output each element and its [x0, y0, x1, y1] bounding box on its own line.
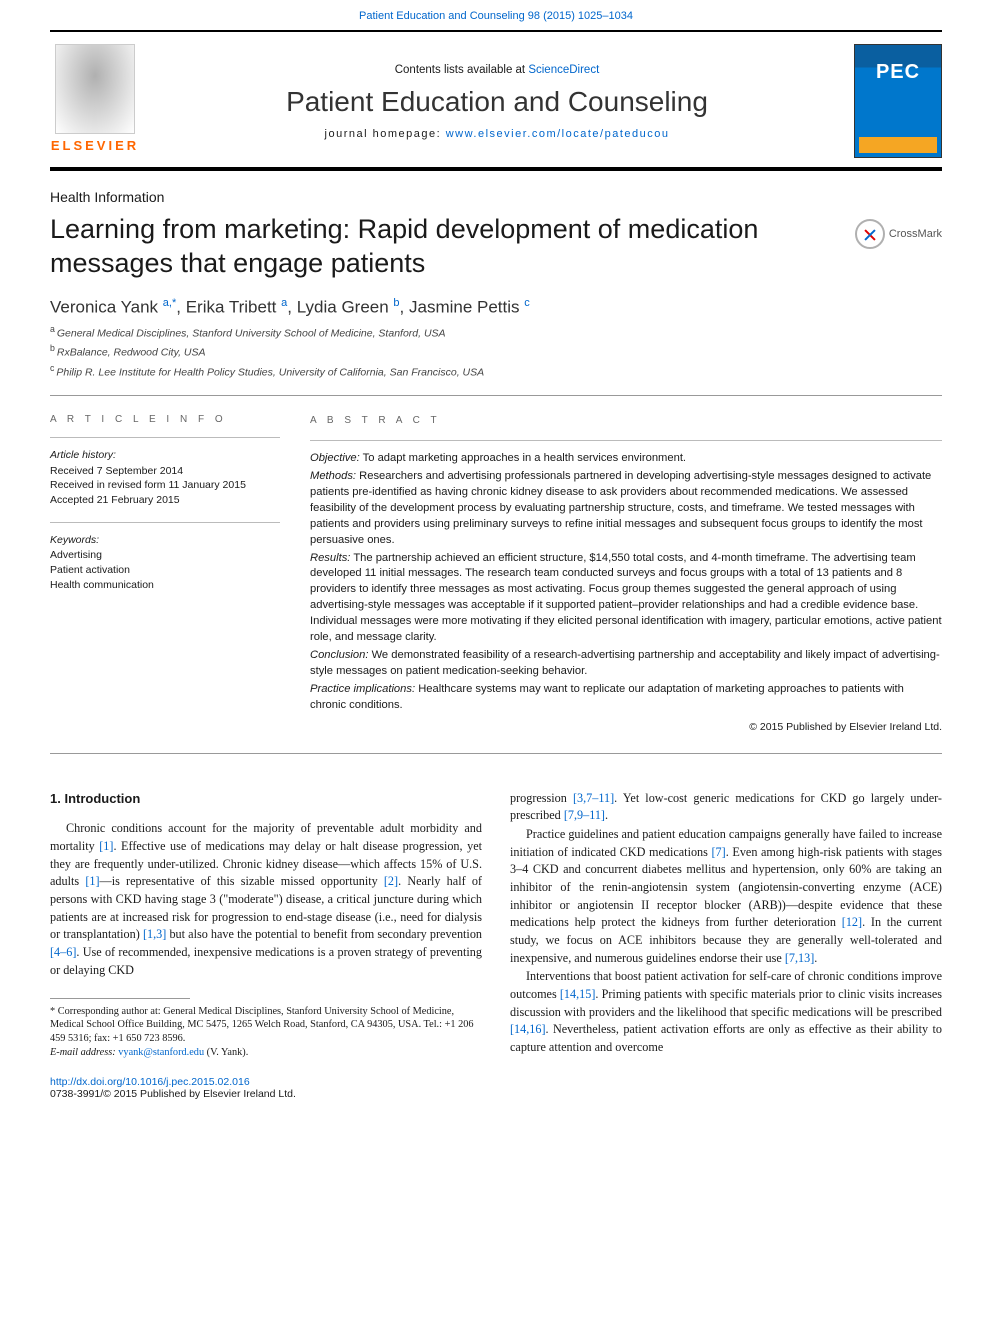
- objective-text: To adapt marketing approaches in a healt…: [363, 452, 686, 464]
- article-section-type: Health Information: [0, 171, 992, 207]
- affiliation-line: aGeneral Medical Disciplines, Stanford U…: [50, 323, 942, 342]
- elsevier-logo: ELSEVIER: [50, 44, 140, 159]
- ref-link[interactable]: [7]: [712, 845, 726, 859]
- history-line: Received in revised form 11 January 2015: [50, 478, 280, 493]
- elsevier-tree-icon: [55, 44, 135, 134]
- homepage-link[interactable]: www.elsevier.com/locate/pateducou: [446, 128, 670, 140]
- abstract-practice: Practice implications: Healthcare system…: [310, 682, 942, 714]
- objective-label: Objective:: [310, 452, 360, 464]
- keyword: Patient activation: [50, 563, 280, 578]
- ref-link[interactable]: [7,13]: [785, 951, 814, 965]
- body-paragraph: Chronic conditions account for the major…: [50, 820, 482, 979]
- article-history: Article history: Received 7 September 20…: [50, 448, 280, 508]
- issn-copyright: 0738-3991/© 2015 Published by Elsevier I…: [50, 1088, 942, 1100]
- ref-link[interactable]: [7,9–11]: [564, 808, 605, 822]
- ref-link[interactable]: [1]: [85, 874, 99, 888]
- abstract-heading: A B S T R A C T: [310, 414, 942, 428]
- keywords-block: Keywords: Advertising Patient activation…: [50, 533, 280, 593]
- article-info-sidebar: A R T I C L E I N F O Article history: R…: [50, 396, 280, 737]
- authors-line: Veronica Yank a,*, Erika Tribett a, Lydi…: [0, 281, 992, 320]
- ref-link[interactable]: [3,7–11]: [573, 791, 614, 805]
- abstract-conclusion: Conclusion: We demonstrated feasibility …: [310, 648, 942, 680]
- history-label: Article history:: [50, 448, 280, 463]
- sciencedirect-link[interactable]: ScienceDirect: [528, 64, 599, 76]
- email-link[interactable]: vyank@stanford.edu: [118, 1047, 204, 1058]
- body-paragraph: progression [3,7–11]. Yet low-cost gener…: [510, 790, 942, 825]
- practice-label: Practice implications:: [310, 683, 415, 695]
- ref-link[interactable]: [2]: [384, 874, 398, 888]
- conclusion-text: We demonstrated feasibility of a researc…: [310, 649, 940, 677]
- footnote-rule: [50, 998, 190, 999]
- affiliation-sup-link[interactable]: a: [281, 297, 287, 309]
- abstract-objective: Objective: To adapt marketing approaches…: [310, 451, 942, 467]
- journal-cover-thumbnail: [854, 44, 942, 158]
- footnote-email-line: E-mail address: vyank@stanford.edu (V. Y…: [50, 1046, 482, 1060]
- abstract-copyright: © 2015 Published by Elsevier Ireland Ltd…: [310, 720, 942, 735]
- ref-link[interactable]: [14,15]: [560, 987, 596, 1001]
- ref-link[interactable]: [1]: [99, 839, 113, 853]
- masthead-center: Contents lists available at ScienceDirec…: [158, 44, 836, 159]
- methods-text: Researchers and advertising professional…: [310, 470, 931, 546]
- article-title: Learning from marketing: Rapid developme…: [50, 213, 835, 281]
- affiliation-sup-link[interactable]: b: [393, 297, 399, 309]
- corresponding-author-footnote: * Corresponding author at: General Medic…: [50, 1005, 482, 1061]
- abstract-methods: Methods: Researchers and advertising pro…: [310, 469, 942, 549]
- methods-label: Methods:: [310, 470, 356, 482]
- column-right: progression [3,7–11]. Yet low-cost gener…: [510, 790, 942, 1061]
- abstract-results: Results: The partnership achieved an eff…: [310, 551, 942, 646]
- elsevier-wordmark: ELSEVIER: [51, 138, 139, 153]
- affiliation-line: bRxBalance, Redwood City, USA: [50, 342, 942, 361]
- footnote-address: * Corresponding author at: General Medic…: [50, 1005, 482, 1047]
- info-rule: [50, 522, 280, 523]
- conclusion-label: Conclusion:: [310, 649, 368, 661]
- abstract-rule: [310, 440, 942, 441]
- body-paragraph: Interventions that boost patient activat…: [510, 968, 942, 1056]
- results-text: The partnership achieved an efficient st…: [310, 552, 942, 644]
- crossmark-label: CrossMark: [889, 228, 942, 240]
- affiliations: aGeneral Medical Disciplines, Stanford U…: [0, 319, 992, 381]
- history-line: Accepted 21 February 2015: [50, 493, 280, 508]
- results-label: Results:: [310, 552, 350, 564]
- crossmark-icon: [855, 219, 885, 249]
- crossmark-badge[interactable]: CrossMark: [855, 219, 942, 249]
- column-left: 1. Introduction Chronic conditions accou…: [50, 790, 482, 1061]
- contents-prefix: Contents lists available at: [395, 64, 529, 76]
- ref-link[interactable]: [4–6]: [50, 945, 76, 959]
- keyword: Health communication: [50, 578, 280, 593]
- doi-link[interactable]: http://dx.doi.org/10.1016/j.pec.2015.02.…: [50, 1076, 250, 1088]
- abstract: A B S T R A C T Objective: To adapt mark…: [310, 396, 942, 737]
- affiliation-sup-link[interactable]: c: [524, 297, 530, 309]
- affiliation-sup-link[interactable]: a,*: [163, 297, 176, 309]
- intro-heading: 1. Introduction: [50, 790, 482, 809]
- affiliation-line: cPhilip R. Lee Institute for Health Poli…: [50, 362, 942, 381]
- citation-link[interactable]: Patient Education and Counseling 98 (201…: [359, 10, 633, 22]
- keywords-label: Keywords:: [50, 533, 280, 548]
- history-line: Received 7 September 2014: [50, 464, 280, 479]
- email-suffix: (V. Yank).: [204, 1047, 248, 1058]
- body-columns: 1. Introduction Chronic conditions accou…: [0, 754, 992, 1061]
- doi-block: http://dx.doi.org/10.1016/j.pec.2015.02.…: [0, 1060, 992, 1114]
- journal-name: Patient Education and Counseling: [158, 86, 836, 118]
- body-paragraph: Practice guidelines and patient educatio…: [510, 826, 942, 968]
- info-rule: [50, 437, 280, 438]
- contents-line: Contents lists available at ScienceDirec…: [158, 64, 836, 76]
- article-info-heading: A R T I C L E I N F O: [50, 414, 280, 425]
- masthead: ELSEVIER Contents lists available at Sci…: [0, 32, 992, 159]
- homepage-prefix: journal homepage:: [325, 128, 446, 140]
- running-head: Patient Education and Counseling 98 (201…: [0, 0, 992, 30]
- ref-link[interactable]: [1,3]: [143, 927, 166, 941]
- ref-link[interactable]: [14,16]: [510, 1022, 546, 1036]
- email-label: E-mail address:: [50, 1047, 118, 1058]
- ref-link[interactable]: [12]: [842, 915, 862, 929]
- homepage-line: journal homepage: www.elsevier.com/locat…: [158, 128, 836, 140]
- keyword: Advertising: [50, 548, 280, 563]
